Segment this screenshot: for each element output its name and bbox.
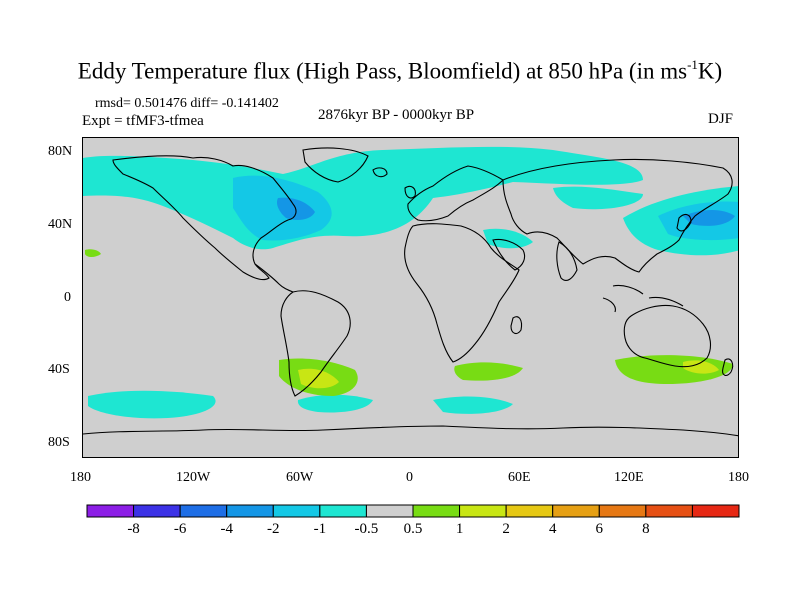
- south-america-positive-core: [298, 368, 339, 389]
- colorbar-swatch: [319, 504, 367, 518]
- southern-ocean-negative-atlantic: [297, 394, 373, 413]
- colorbar-swatch: [365, 504, 414, 518]
- coastlines: [83, 147, 738, 437]
- period-label: 2876kyr BP - 0000kyr BP: [318, 107, 475, 123]
- lat-label-40n: 40N: [48, 217, 73, 232]
- europe-coast: [407, 165, 504, 222]
- lon-label-60e: 60E: [508, 470, 531, 485]
- colorbar-tick-label: -0.5: [354, 521, 379, 537]
- lon-label-180e: 180: [728, 470, 749, 485]
- south-indian-positive: [454, 362, 523, 381]
- australia-coast: [623, 304, 712, 368]
- colorbar-swatch: [226, 504, 274, 518]
- lat-label-40s: 40S: [48, 362, 70, 377]
- colorbar-tick-label: 6: [595, 521, 604, 537]
- season-label: DJF: [708, 111, 734, 127]
- central-asia-negative: [553, 186, 643, 210]
- japan-coast: [676, 213, 692, 232]
- south-america-coast: [280, 290, 351, 397]
- colorbar-tick-label: -8: [127, 521, 140, 537]
- arabia-coast: [492, 238, 526, 271]
- africa-coast: [404, 223, 520, 363]
- lat-label-80s: 80S: [48, 435, 70, 450]
- colorbar-tick-label: 8: [642, 521, 650, 537]
- greenland-coast: [302, 147, 369, 183]
- australia-positive-core: [683, 360, 719, 374]
- british-isles-coast: [404, 185, 416, 199]
- north-pacific-core-strong: [683, 210, 735, 226]
- colorbar-tick-label: -1: [313, 521, 327, 537]
- india-coast: [556, 241, 578, 281]
- lon-label-120w: 120W: [176, 470, 211, 485]
- title-tail: K): [697, 58, 723, 84]
- new-zealand-coast: [722, 358, 734, 377]
- colorbar-tick-label: 4: [548, 521, 557, 537]
- colorbar-swatch: [505, 504, 554, 518]
- lon-label-120e: 120E: [614, 470, 644, 485]
- central-america-coast: [254, 263, 294, 293]
- colorbar-swatch: [412, 504, 461, 518]
- colorbar: [86, 504, 742, 523]
- southern-ocean-negative-west: [88, 390, 216, 419]
- world-map: [83, 146, 738, 437]
- southeast-asia-islands: [602, 284, 684, 313]
- colorbar-tick-label: -6: [173, 521, 187, 537]
- colorbar-tick-label: 2: [502, 521, 510, 537]
- antarctica-coast: [83, 425, 738, 437]
- title-main: Eddy Temperature flux (High Pass, Bloomf…: [77, 58, 688, 84]
- lon-label-60w: 60W: [286, 470, 314, 485]
- negative-anomaly-regions: [83, 146, 738, 419]
- iceland-coast: [372, 167, 388, 178]
- colorbar-swatch: [133, 504, 181, 518]
- southern-ocean-negative-indian: [433, 396, 513, 414]
- stats-label: rmsd= 0.501476 diff= -0.141402: [95, 96, 279, 111]
- lat-label-80n: 80N: [48, 144, 73, 159]
- colorbar-tick-label: -2: [267, 521, 280, 537]
- colorbar-tick-label: 0.5: [403, 521, 423, 537]
- colorbar-swatch: [552, 504, 600, 518]
- colorbar-swatch: [86, 504, 135, 518]
- pacific-small-positive: [85, 249, 101, 257]
- chart-title: Eddy Temperature flux (High Pass, Bloomf…: [0, 57, 800, 85]
- north-america-coast: [112, 155, 297, 281]
- asia-coast: [502, 158, 733, 273]
- colorbar-swatch: [179, 504, 228, 518]
- colorbar-swatch: [598, 504, 647, 518]
- colorbar-swatch: [459, 504, 507, 518]
- madagascar-coast: [510, 316, 523, 335]
- mediterranean-negative: [483, 228, 533, 249]
- colorbar-swatch: [691, 504, 740, 518]
- experiment-label: Expt = tfMF3-tfmea: [82, 113, 204, 129]
- colorbar-swatch: [272, 504, 321, 518]
- colorbar-swatches: [86, 504, 740, 518]
- colorbar-swatch: [645, 504, 693, 518]
- lon-label-180w: 180: [70, 470, 91, 485]
- north-atlantic-negative-region: [83, 146, 643, 250]
- colorbar-tick-label: 1: [455, 521, 464, 537]
- lat-label-eq: 0: [64, 290, 71, 305]
- title-superscript: -1: [687, 57, 698, 72]
- colorbar-tick-label: -4: [220, 521, 233, 537]
- lon-label-0: 0: [406, 470, 413, 485]
- map-panel: [82, 137, 739, 458]
- positive-anomaly-regions: [85, 249, 733, 396]
